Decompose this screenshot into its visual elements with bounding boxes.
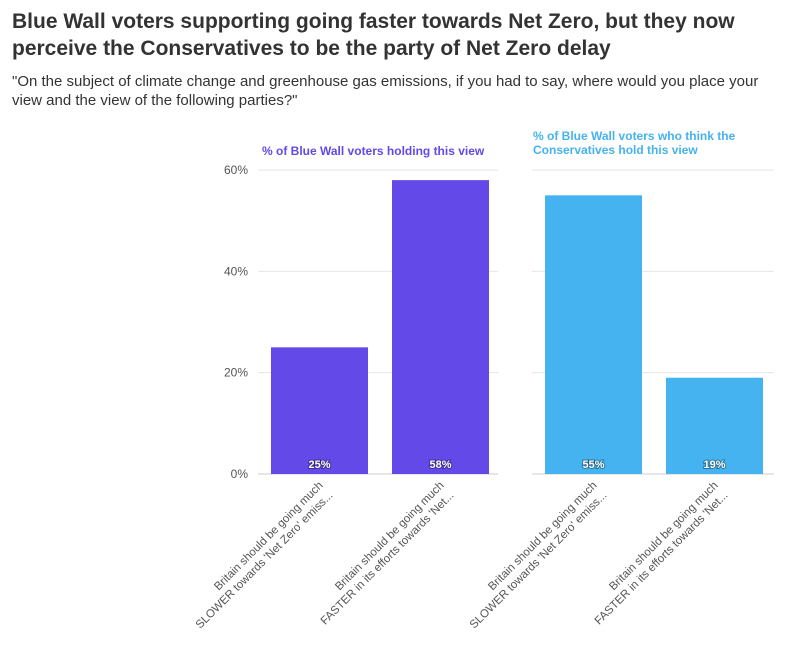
panel-title: % of Blue Wall voters holding this view bbox=[262, 144, 485, 158]
panel-title: % of Blue Wall voters who think the bbox=[533, 129, 736, 143]
bar-value-label: 58% bbox=[429, 459, 451, 471]
y-tick-label: 60% bbox=[224, 163, 248, 177]
x-category-label-line: FASTER in its efforts towards 'Net... bbox=[319, 490, 457, 628]
y-tick-label: 0% bbox=[231, 467, 249, 481]
x-category-label-line: SLOWER towards 'Net Zero' emiss... bbox=[468, 490, 610, 632]
chart-subtitle: "On the subject of climate change and gr… bbox=[12, 73, 759, 109]
bar bbox=[545, 195, 642, 475]
x-category-label: Britain should be going muchSLOWER towar… bbox=[458, 480, 610, 632]
y-tick-label: 20% bbox=[224, 366, 248, 380]
x-category-label-line: Britain should be going much bbox=[333, 480, 446, 593]
bar-value-label: 25% bbox=[308, 459, 330, 471]
x-category-label-line: Britain should be going much bbox=[212, 480, 325, 593]
bar-value-label: 55% bbox=[582, 459, 604, 471]
bar bbox=[666, 377, 763, 474]
y-tick-label: 40% bbox=[224, 264, 248, 278]
x-category-label-line: SLOWER towards 'Net Zero' emiss... bbox=[194, 490, 336, 632]
bar bbox=[271, 347, 368, 474]
bar bbox=[392, 180, 489, 474]
x-category-label-line: Britain should be going much bbox=[607, 480, 720, 593]
x-category-label-line: Britain should be going much bbox=[486, 480, 599, 593]
bar-value-label: 19% bbox=[703, 459, 725, 471]
x-category-label-line: FASTER in its efforts towards 'Net... bbox=[593, 490, 731, 628]
panel-title: Conservatives hold this view bbox=[533, 143, 698, 157]
chart-title: Blue Wall voters supporting going faster… bbox=[12, 10, 735, 60]
x-category-label: Britain should be going muchSLOWER towar… bbox=[184, 480, 336, 632]
